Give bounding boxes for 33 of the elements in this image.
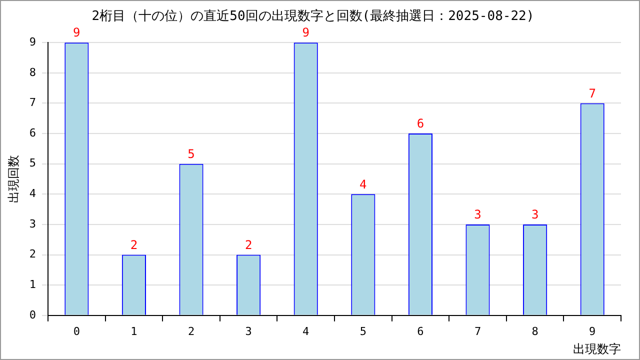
x-tick-label: 4 bbox=[302, 324, 310, 338]
y-tick-label: 1 bbox=[29, 278, 36, 291]
x-tick-label: 2 bbox=[188, 324, 195, 338]
data-label: 7 bbox=[588, 86, 596, 100]
x-tick-label: 8 bbox=[532, 324, 538, 338]
y-tick-label: 6 bbox=[29, 126, 36, 140]
y-tick-label: 5 bbox=[29, 156, 36, 170]
x-tick-label: 0 bbox=[73, 324, 80, 338]
y-axis-title: 出現回数 bbox=[6, 155, 20, 203]
data-label: 2 bbox=[130, 238, 138, 252]
y-tick-label: 2 bbox=[29, 248, 36, 261]
data-label: 3 bbox=[474, 208, 482, 222]
x-tick-label: 7 bbox=[474, 324, 482, 338]
data-label: 2 bbox=[244, 238, 252, 252]
y-tick-label: 4 bbox=[29, 187, 36, 200]
x-tick-label: 5 bbox=[360, 324, 366, 338]
data-label: 9 bbox=[302, 26, 310, 40]
y-tick-label: 8 bbox=[29, 66, 36, 79]
y-tick-label: 0 bbox=[29, 308, 36, 322]
data-label: 4 bbox=[360, 177, 367, 192]
y-tick-label: 3 bbox=[29, 217, 36, 230]
y-tick-label: 7 bbox=[29, 96, 36, 110]
data-label: 6 bbox=[416, 116, 424, 131]
chart-title: 2桁目（十の位）の直近50回の出現数字と回数(最終抽選日：2025-08-22) bbox=[92, 8, 534, 24]
y-tick-label: 9 bbox=[29, 35, 36, 48]
x-axis-title: 出現数字 bbox=[573, 342, 621, 356]
data-label: 9 bbox=[73, 26, 80, 40]
x-tick-label: 1 bbox=[130, 324, 138, 338]
x-tick-label: 9 bbox=[589, 324, 596, 338]
x-tick-label: 6 bbox=[417, 324, 424, 338]
x-tick-label: 3 bbox=[245, 324, 252, 338]
data-label: 5 bbox=[188, 146, 195, 161]
data-label: 3 bbox=[531, 208, 539, 222]
